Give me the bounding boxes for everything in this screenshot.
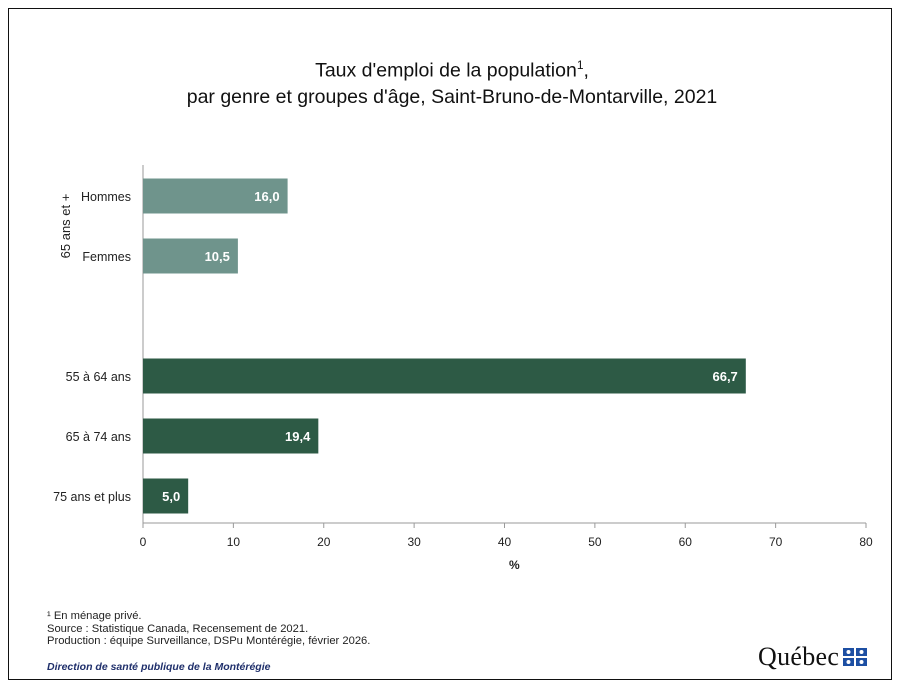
fleur-de-lis-mark [859, 660, 864, 664]
x-tick-label: 30 [407, 535, 421, 549]
category-label: 75 ans et plus [53, 490, 131, 504]
x-tick-label: 20 [317, 535, 331, 549]
x-tick-label: 10 [227, 535, 241, 549]
footnote-private-household: ¹ En ménage privé. [47, 610, 142, 622]
bar [143, 358, 746, 394]
chart-title-line2: par genre et groupes d'âge, Saint-Bruno-… [186, 85, 718, 108]
quebec-logo: Québec [758, 642, 869, 672]
footnotes: ¹ En ménage privé. Source : Statistique … [47, 610, 370, 648]
category-label: 65 à 74 ans [66, 430, 131, 444]
fleur-de-lis-mark [859, 650, 864, 654]
category-label: Femmes [82, 250, 131, 264]
bar-value-label: 10,5 [205, 249, 230, 264]
bar-value-label: 66,7 [712, 369, 737, 384]
bar-chart: 0 10 20 30 40 50 60 70 80% 16,0 Hommes 10,5 Femmes 66… [53, 165, 873, 572]
quebec-logo-text: Québec [758, 642, 840, 671]
x-tick-label: 40 [498, 535, 512, 549]
fleurdelise-flag-icon [843, 648, 868, 666]
fleur-de-lis-mark [846, 660, 851, 664]
x-tick-label: 60 [679, 535, 693, 549]
bar-value-label: 16,0 [254, 189, 279, 204]
x-tick-label: 70 [769, 535, 783, 549]
category-label: 55 à 64 ans [66, 370, 131, 384]
footnote-source: Source : Statistique Canada, Recensement… [47, 622, 309, 635]
bar [143, 178, 288, 214]
x-axis-label: % [509, 558, 520, 572]
chart-title: Taux d'emploi de la population1, par gen… [0, 52, 904, 110]
bar [143, 418, 319, 454]
department-name: Direction de santé publique de la Montér… [47, 661, 271, 673]
fleur-de-lis-mark [846, 650, 851, 654]
bar-value-label: 19,4 [285, 429, 311, 444]
category-label: Hommes [81, 190, 131, 204]
chart-title-line1: Taux d'emploi de la population1, [315, 58, 589, 82]
bar-value-label: 5,0 [162, 489, 180, 504]
x-tick-label: 80 [859, 535, 873, 549]
bar [143, 478, 189, 514]
x-tick-label: 50 [588, 535, 602, 549]
group-label: 65 ans et + [58, 194, 73, 259]
slide-frame [8, 8, 892, 680]
x-tick-label: 0 [140, 535, 147, 549]
bar [143, 238, 238, 274]
footnote-production: Production : équipe Surveillance, DSPu M… [47, 635, 371, 647]
